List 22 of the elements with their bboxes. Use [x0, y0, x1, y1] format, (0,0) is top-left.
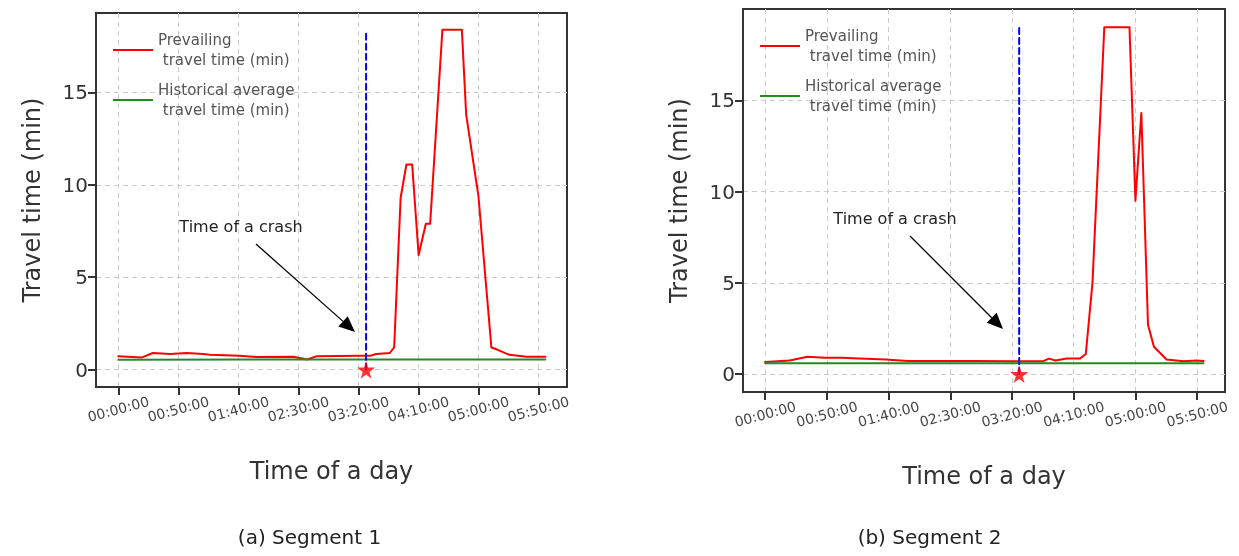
- legend-label: Prevailing travel time (min): [158, 31, 290, 69]
- x-axis-title: Time of a day: [248, 457, 414, 485]
- annotation: Time of a crash: [832, 209, 957, 228]
- y-tick-label: 15: [62, 80, 88, 105]
- y-tick-label: 5: [722, 270, 735, 295]
- x-axis-title: Time of a day: [901, 462, 1066, 490]
- legend-label: Historical average travel time (min): [158, 81, 295, 119]
- legend-label: Historical average travel time (min): [805, 77, 942, 115]
- y-tick-label: 10: [62, 172, 88, 197]
- y-tick-label: 0: [75, 357, 88, 382]
- line-series: [764, 26, 1205, 364]
- text: (a) Segment 1: [237, 525, 382, 549]
- y-tick-label: 5: [75, 265, 88, 290]
- y-tick-label: 10: [709, 179, 735, 204]
- y-tick-label: 15: [709, 88, 735, 113]
- annotation: Time of a crash: [178, 217, 303, 236]
- y-axis-title: Travel time (min): [665, 98, 693, 304]
- legend-label: Prevailing travel time (min): [805, 27, 937, 65]
- text: (b) Segment 2: [857, 525, 1002, 549]
- y-tick-label: 0: [722, 362, 735, 387]
- y-axis-title: Travel time (min): [18, 97, 46, 304]
- line-series: [117, 28, 547, 361]
